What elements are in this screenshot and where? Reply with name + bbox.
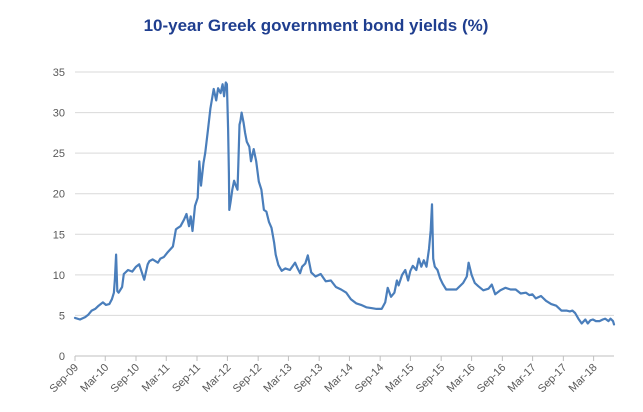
x-tick-label: Mar-15 (383, 362, 416, 395)
x-tick-label: Mar-10 (78, 362, 111, 395)
x-tick-label: Mar-14 (322, 362, 355, 395)
x-tick-label: Mar-13 (261, 362, 294, 395)
x-axis-tick-labels: Sep-09Mar-10Sep-10Mar-11Sep-11Mar-12Sep-… (48, 362, 600, 396)
chart-title: 10-year Greek government bond yields (%) (144, 16, 489, 35)
y-tick-label: 15 (53, 229, 65, 241)
y-tick-label: 0 (59, 351, 65, 363)
x-tick-label: Sep-10 (109, 362, 143, 396)
x-tick-label: Sep-14 (353, 362, 387, 396)
series-line (73, 81, 616, 326)
series-layer (73, 81, 616, 326)
y-tick-label: 5 (59, 310, 65, 322)
x-tick-label: Sep-11 (170, 362, 203, 395)
x-tick-label: Sep-12 (231, 362, 265, 396)
y-axis-tick-labels: 0 5 10 15 20 25 30 35 (53, 67, 65, 363)
x-tick-label: Sep-13 (292, 362, 326, 396)
x-tick-label: Mar-16 (445, 362, 478, 395)
y-tick-label: 10 (53, 270, 65, 282)
x-tick-label: Sep-17 (536, 362, 570, 396)
x-tick-label: Sep-09 (48, 362, 82, 396)
y-tick-label: 25 (53, 148, 65, 160)
x-tick-label: Mar-18 (567, 362, 600, 395)
x-tick-label: Mar-11 (140, 362, 173, 395)
x-tick-label: Mar-12 (200, 362, 233, 395)
x-tick-label: Mar-17 (506, 362, 539, 395)
gridlines (75, 71, 614, 316)
x-tick-label: Sep-15 (414, 362, 448, 396)
y-tick-label: 20 (53, 189, 65, 201)
x-tick-label: Sep-16 (475, 362, 509, 396)
y-tick-label: 35 (53, 67, 65, 79)
x-axis-ticks (74, 356, 595, 361)
y-tick-label: 30 (53, 108, 65, 120)
